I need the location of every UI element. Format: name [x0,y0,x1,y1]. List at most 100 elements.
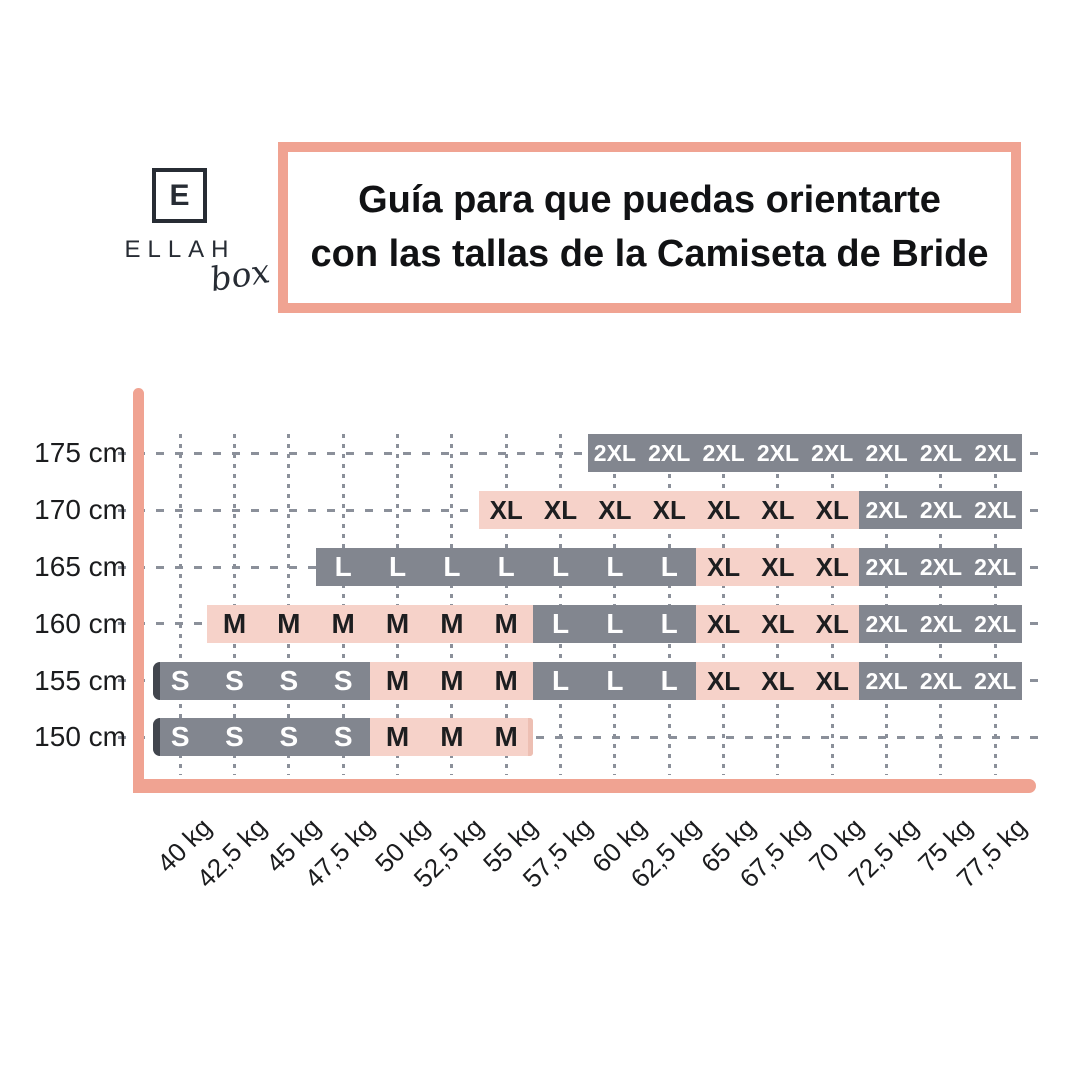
size-cell: XL [652,495,686,526]
size-cell: 2XL [919,497,963,524]
size-cell: M [385,607,410,639]
vertical-gridline [233,434,236,775]
y-axis-label: 170 cm [34,494,126,526]
size-cell: M [385,721,410,753]
vertical-gridline [504,434,508,775]
size-segment-165cm-XL: XL XL XL [696,548,860,586]
size-segment-170cm-2XL: 2XL 2XL 2XL [859,491,1023,530]
size-cell: M [222,607,247,639]
size-cell: L [388,551,407,582]
size-cell: XL [815,608,849,639]
size-segment-160cm-2XL: 2XL 2XL 2XL [859,604,1023,643]
size-cell: M [494,664,518,696]
logo-brand-name: ELLAH [124,236,236,263]
bar-left-cap [153,718,160,757]
size-cell: 2XL [865,610,908,637]
size-cell: L [552,551,570,582]
size-cell: M [277,607,301,639]
size-cell: XL [598,495,632,526]
vertical-gridline [341,434,345,775]
vertical-gridline [396,434,400,775]
size-cell: 2XL [593,440,636,467]
size-cell: L [443,551,461,582]
size-cell: S [170,664,190,696]
size-cell: 2XL [865,497,908,524]
size-cell: L [551,607,570,639]
size-cell: 2XL [919,440,963,467]
size-cell: 2XL [865,554,908,580]
size-cell: M [440,664,464,696]
size-cell: XL [761,552,795,582]
size-cell: M [331,607,355,639]
y-axis-label: 165 cm [34,551,126,582]
size-segment-155cm-2XL: 2XL 2XL 2XL [859,661,1023,700]
size-cell: XL [706,608,741,639]
x-axis-line [133,779,1036,793]
vertical-gridline [830,434,834,775]
size-cell: XL [706,495,741,526]
vertical-gridline [559,434,563,775]
horizontal-gridline [118,735,1040,739]
size-cell: XL [761,495,795,526]
size-cell: 2XL [974,667,1017,694]
size-cell: XL [489,495,523,526]
logo-letter: E [169,178,190,212]
y-axis-label: 175 cm [34,437,126,469]
size-cell: L [660,607,678,639]
size-cell: XL [815,552,849,582]
size-cell: 2XL [865,440,908,467]
size-cell: 2XL [648,440,691,467]
size-cell: L [660,551,678,582]
y-axis-line [133,388,144,793]
size-cell: 2XL [702,440,745,467]
ellah-box-logo: E ELLAH box [118,162,278,302]
bar-left-cap [153,661,160,700]
bar-right-cap [528,718,534,757]
logo-square-monogram: E [152,168,207,223]
vertical-gridline [613,434,617,775]
size-cell: S [279,721,299,753]
size-cell: 2XL [756,440,800,467]
size-cell: XL [815,665,849,696]
size-cell: M [440,721,464,753]
title-line-2: con las tallas de la Camiseta de Bride [310,232,989,275]
y-axis-label: 150 cm [34,721,126,753]
size-segment-175cm-2XL: 2XL 2XL 2XL 2XL 2XL 2XL 2XL 2XL [587,434,1023,473]
vertical-gridline [885,434,889,775]
size-cell: XL [761,608,795,639]
size-cell: S [333,721,353,753]
size-cell: L [334,551,352,582]
size-cell: XL [543,495,578,526]
size-cell: L [606,664,624,696]
size-cell: S [225,721,244,753]
size-segment-155cm-XL: XL XL XL [696,661,860,700]
title-line-1: Guía para que puedas orientarte [358,179,941,221]
size-cell: 2XL [974,440,1017,467]
size-cell: L [497,551,515,582]
size-cell: 2XL [974,497,1017,524]
y-axis-label: 160 cm [34,607,126,639]
size-cell: S [225,664,244,696]
size-chart: 2XL 2XL 2XL 2XL 2XL 2XL 2XL 2XL XL XL XL XL XL XL XL 2X… [0,360,1080,940]
size-cell: S [333,664,353,696]
size-cell: M [494,607,518,639]
size-segment-165cm-2XL: 2XL 2XL 2XL [859,548,1023,586]
vertical-gridline [667,434,671,775]
horizontal-gridline [118,451,1040,455]
size-cell: 2XL [919,667,963,694]
vertical-gridline [450,434,454,775]
size-cell: 2XL [974,554,1017,580]
size-cell: 2XL [919,610,963,637]
size-cell: M [494,721,518,753]
size-cell: M [385,664,410,696]
size-cell: L [606,551,624,582]
vertical-gridline [776,434,780,775]
